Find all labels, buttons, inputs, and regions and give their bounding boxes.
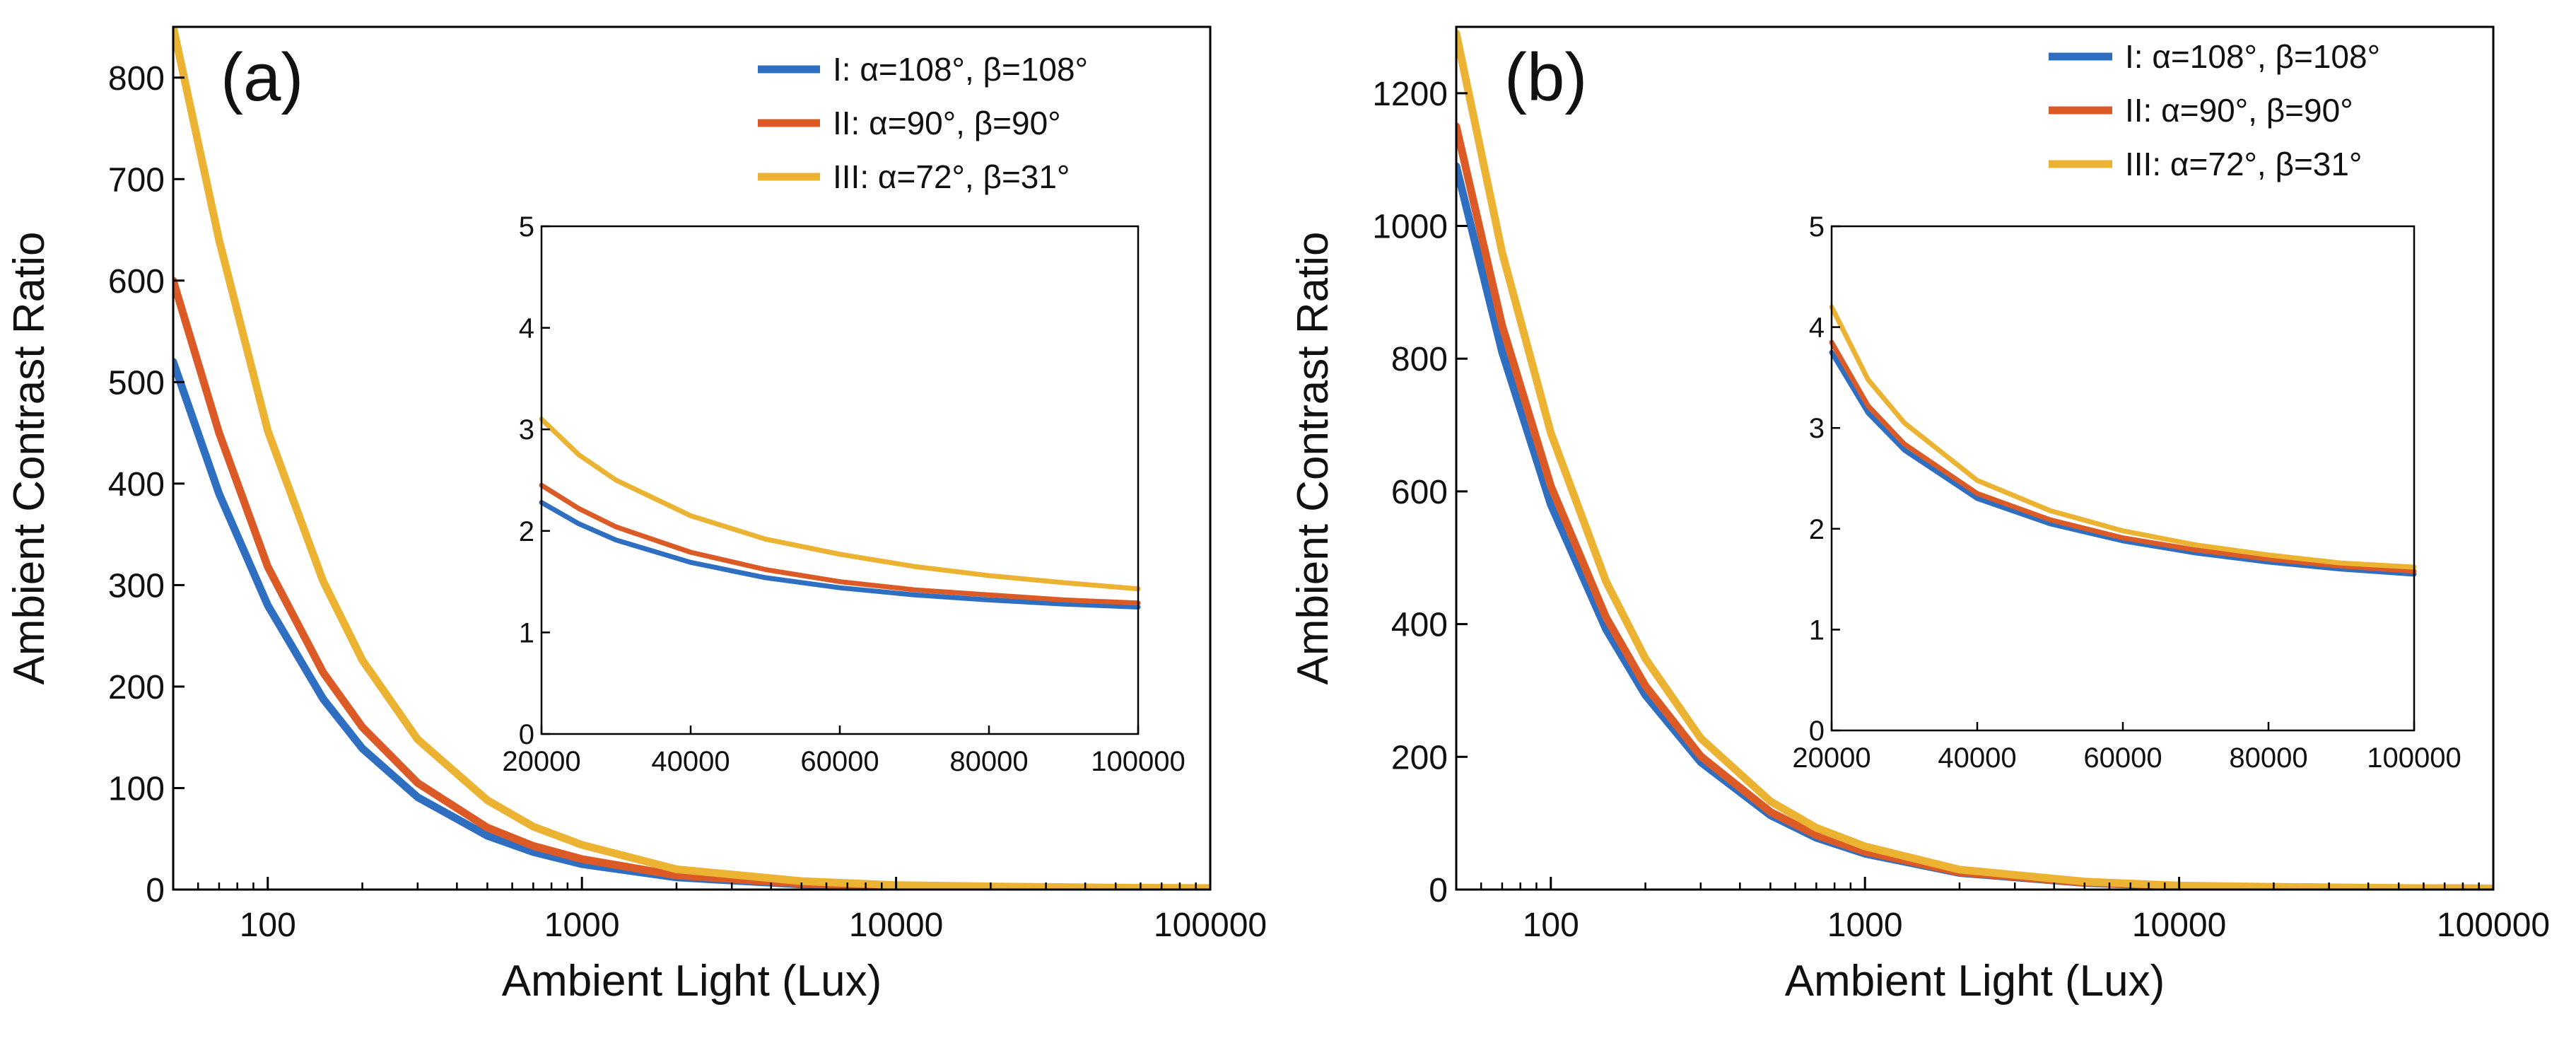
panel-b-inset-xtick-label: 40000 [1938,742,2016,774]
panel-a-ylabel: Ambient Contrast Ratio [5,232,54,685]
panel-a-inset-xtick-label: 80000 [949,746,1028,777]
panel-b-inset-ytick-label: 3 [1809,413,1825,444]
panel-a-series-III-line [173,27,1210,890]
panel-b-plot-frame [1455,25,2495,891]
panel-a-legend-label-I: I: α=108°, β=108° [833,51,1088,88]
panel-a-ytick-label: 600 [108,263,165,301]
panel-b-inset: 0 1 2 3 4 5 20000 40000 60000 80000 100000 [1792,211,2461,774]
panel-a-inset-series-I-line [539,500,1141,610]
panel-b-xtick-label: 100 [1523,907,1579,944]
panel-a-inset-series-II-line [539,482,1141,606]
panel-a-xtick-label: 10000 [849,907,943,944]
panel-a-legend-label-II: II: α=90°, β=90° [833,105,1061,141]
panel-b-inset-series-III-line [1829,304,2417,570]
panel-b-inset-ytick-label: 4 [1809,313,1825,344]
panel-b-inset-xtick-label: 20000 [1792,742,1870,774]
panel-a-label: (a) [221,40,303,115]
panel-a-inset-xtick-label: 40000 [651,746,730,777]
panel-b-ytick-label: 600 [1391,474,1448,511]
panel-b-legend-label-II: II: α=90°, β=90° [2125,92,2353,129]
panel-a-ytick-label: 100 [108,770,165,808]
panel-b-inset-series-II-line [1829,339,2417,574]
panel-a-ytick-label: 200 [108,669,165,706]
panel-b-xlabel: Ambient Light (Lux) [1785,957,2165,1006]
panel-b-inset-ytick-label: 1 [1809,614,1825,646]
panel-a-ytick-label: 0 [146,872,165,909]
panel-b-legend-label-I: I: α=108°, β=108° [2125,38,2380,75]
panel-b-xtick-label: 1000 [1827,907,1903,944]
panel-b-inset-series-I-line [1829,349,2417,577]
panel-b-label: (b) [1504,40,1587,115]
panel-b-ylabel: Ambient Contrast Ratio [1289,232,1337,685]
panel-a-ytick-label: 300 [108,567,165,605]
panel-a-ytick-label: 400 [108,466,165,503]
panel-a-inset-ytick-label: 0 [519,719,534,750]
panel-b-ytick-label: 400 [1391,607,1448,644]
panel-a-xlabel: Ambient Light (Lux) [502,957,882,1006]
panel-b-inset-background [1832,226,2414,730]
panel-a-inset-series-III-line [539,416,1141,592]
panel-b-ytick-label: 0 [1429,872,1448,909]
panel-a-ytick-label: 800 [108,60,165,98]
panel-a-xtick-label: 100 [240,907,296,944]
panel-a-inset-ytick-label: 1 [519,617,534,648]
panel-b-inset-ytick-label: 2 [1809,514,1825,545]
panel-b-ytick-label: 1200 [1372,76,1448,113]
panel-a-inset: 0 1 2 3 4 5 20000 40000 60000 80000 100000 [502,211,1185,777]
panel-a-inset-ytick-label: 4 [519,313,534,344]
panel-a-ytick-label: 500 [108,364,165,402]
panel-b-ytick-label: 800 [1391,341,1448,378]
panel-a-inset-background [541,226,1138,734]
panel-b-inset-xtick-label: 60000 [2083,742,2162,774]
panel-a-legend-label-III: III: α=72°, β=31° [833,158,1070,195]
panel-b-inset-xtick-label: 100000 [2367,742,2461,774]
panel-a-inset-xtick-label: 20000 [502,746,580,777]
panel-a-inset-ytick-label: 2 [519,516,534,547]
panel-a-plot-frame [172,25,1212,891]
panel-a-xtick-label: 1000 [544,907,620,944]
panel-a-inset-ytick-label: 5 [519,211,534,243]
panel-b-xtick-label: 100000 [2437,907,2550,944]
panel-b-inset-ytick-label: 0 [1809,716,1825,747]
panel-b-series-III-line [1456,29,2493,890]
panel-a-inset-ytick-label: 3 [519,414,534,445]
panel-b-ytick-label: 200 [1391,739,1448,776]
panel-b-inset-ytick-label: 5 [1809,211,1825,243]
panel-b: 0 200 400 600 800 1000 1200 100 1000 10000 100000 A… [1289,25,2550,1006]
panel-b-ytick-label: 1000 [1372,209,1448,246]
panel-b-legend-label-III: III: α=72°, β=31° [2125,146,2362,182]
panel-b-xtick-label: 10000 [2132,907,2226,944]
panel-b-inset-xtick-label: 80000 [2229,742,2307,774]
panel-a-inset-xtick-label: 60000 [800,746,879,777]
panel-a-ytick-label: 700 [108,161,165,199]
panel-a-inset-xtick-label: 100000 [1091,746,1185,777]
panel-a-xtick-label: 100000 [1154,907,1267,944]
